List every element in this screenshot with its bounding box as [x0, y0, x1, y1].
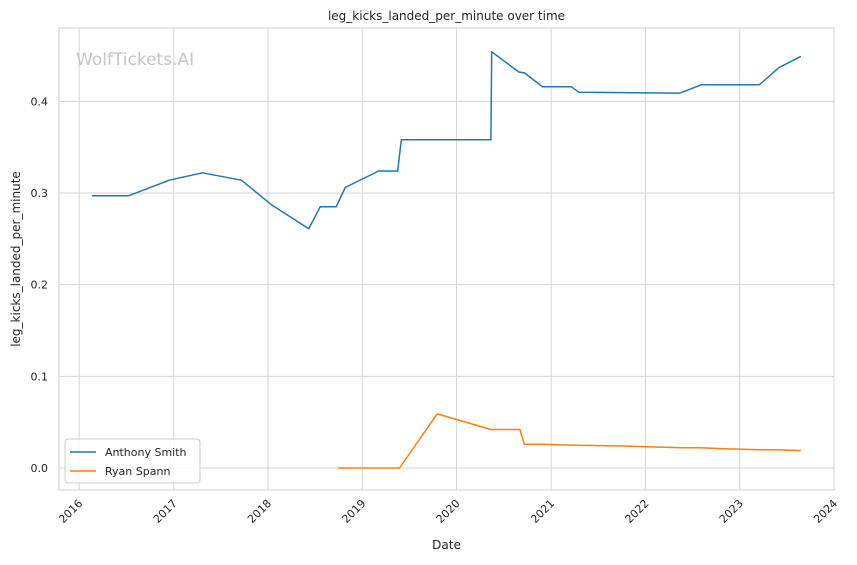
x-axis-label: Date [432, 538, 461, 552]
legend-label-anthony-smith: Anthony Smith [105, 446, 187, 459]
y-gridlines [59, 100, 834, 469]
series-line-ryan-spann [338, 413, 801, 469]
x-gridlines [78, 28, 835, 490]
x-tick-label: 2018 [245, 497, 274, 526]
y-tick-label: 0.2 [31, 279, 49, 292]
x-tick-label: 2019 [339, 497, 368, 526]
series-layer [92, 51, 802, 469]
y-tick-label: 0.3 [31, 187, 49, 200]
watermark: WolfTickets.AI [76, 50, 194, 70]
legend-box [64, 438, 201, 484]
x-tick-label: 2023 [717, 497, 746, 526]
y-tick-label: 0.0 [31, 462, 49, 475]
y-axis-label: leg_kicks_landed_per_minute [9, 171, 23, 347]
series-line-anthony-smith [92, 51, 802, 230]
y-tick-label: 0.1 [31, 370, 49, 383]
legend-label-ryan-spann: Ryan Spann [105, 465, 170, 478]
x-tick-label: 2017 [151, 497, 180, 526]
x-tick-label: 2021 [528, 497, 557, 526]
legend: Anthony Smith Ryan Spann [64, 438, 201, 484]
x-tick-label: 2022 [623, 497, 652, 526]
chart-title: leg_kicks_landed_per_minute over time [328, 9, 565, 23]
x-tick-label: 2020 [434, 497, 463, 526]
x-tick-label: 2016 [56, 497, 85, 526]
x-tick-label: 2024 [811, 497, 840, 526]
y-tick-labels: 0.0 0.1 0.2 0.3 0.4 [31, 95, 49, 475]
y-tick-label: 0.4 [31, 95, 49, 108]
plot-area [58, 27, 835, 491]
x-tick-labels: 2016 2017 2018 2019 2020 2021 2022 2023 2024 [56, 497, 840, 526]
